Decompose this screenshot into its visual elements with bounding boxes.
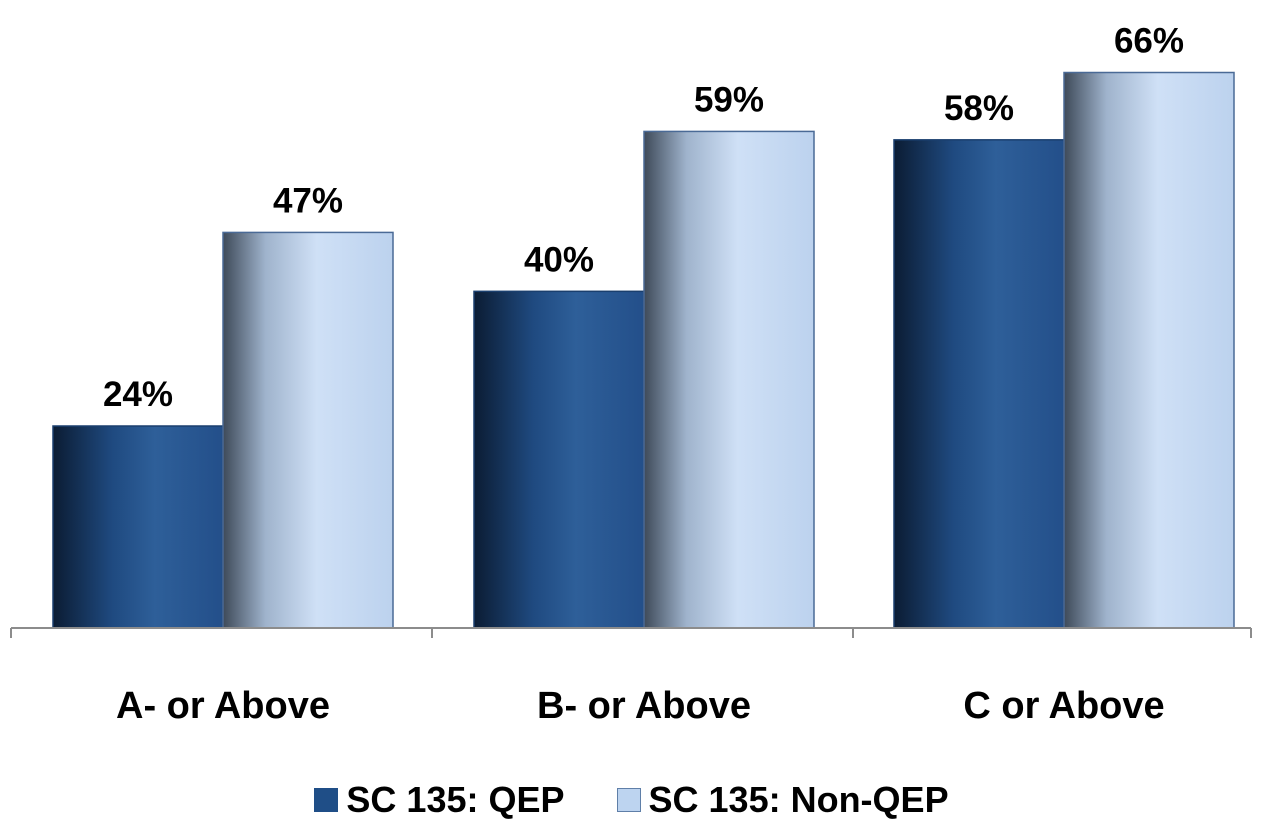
- value-label-non-qep-3: 66%: [1114, 22, 1184, 61]
- legend-swatch-qep: [314, 788, 339, 812]
- legend-swatch-non-qep: [616, 788, 641, 812]
- category-label-2: B- or Above: [537, 685, 751, 727]
- x-axis: [10, 627, 1252, 638]
- bar-qep-3: [893, 139, 1065, 629]
- value-label-qep-1: 24%: [103, 375, 173, 414]
- value-label-qep-2: 40%: [524, 240, 594, 279]
- category-labels: A- or Above B- or Above C or Above: [116, 685, 1165, 727]
- value-labels: 24% 47% 40% 59% 58% 66%: [103, 22, 1184, 415]
- value-label-non-qep-2: 59%: [694, 80, 764, 119]
- bar-non-qep-3: [1063, 71, 1235, 629]
- legend-item-qep: SC 135: QEP: [314, 779, 565, 821]
- bars-layer: [52, 71, 1235, 629]
- legend-item-non-qep: SC 135: Non-QEP: [616, 779, 949, 821]
- legend-label-non-qep: SC 135: Non-QEP: [648, 779, 949, 820]
- bar-chart: 24% 47% 40% 59% 58% 66% A- or Above B- or Abov…: [10, 22, 1252, 727]
- category-label-1: A- or Above: [116, 685, 330, 727]
- value-label-non-qep-1: 47%: [273, 181, 343, 220]
- bar-non-qep-1: [222, 231, 394, 629]
- bar-qep-2: [473, 290, 645, 629]
- bar-qep-1: [52, 425, 224, 629]
- legend-label-qep: SC 135: QEP: [346, 779, 565, 820]
- value-label-qep-3: 58%: [944, 89, 1014, 128]
- category-label-3: C or Above: [963, 685, 1164, 727]
- bar-non-qep-2: [643, 130, 815, 629]
- legend: SC 135: QEP SC 135: Non-QEP: [0, 778, 1263, 822]
